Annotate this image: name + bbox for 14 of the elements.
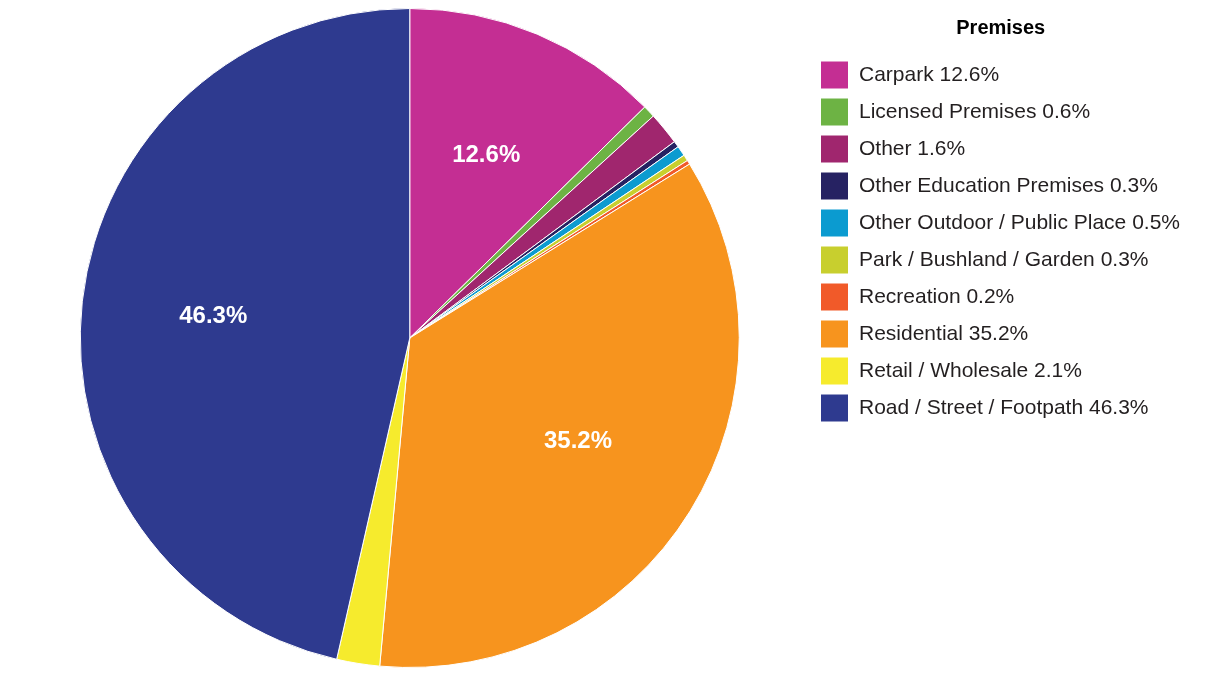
legend-label: Licensed Premises 0.6% [859, 98, 1091, 122]
legend-label: Other 1.6% [859, 135, 966, 159]
legend-label: Residential 35.2% [859, 320, 1029, 344]
legend-label: Retail / Wholesale 2.1% [859, 357, 1082, 381]
legend-label: Park / Bushland / Garden 0.3% [859, 246, 1149, 270]
data-label: 12.6% [452, 140, 521, 168]
data-label: 35.2% [543, 426, 613, 454]
legend-label: Road / Street / Footpath 46.3% [859, 394, 1149, 418]
legend-label: Recreation 0.2% [859, 283, 1015, 307]
legend-label: Other Education Premises 0.3% [859, 172, 1158, 196]
legend-label: Carpark 12.6% [859, 61, 1000, 85]
legend-title: Premises [956, 15, 1046, 38]
legend-label: Other Outdoor / Public Place 0.5% [859, 209, 1180, 233]
data-label: 46.3% [179, 300, 248, 328]
